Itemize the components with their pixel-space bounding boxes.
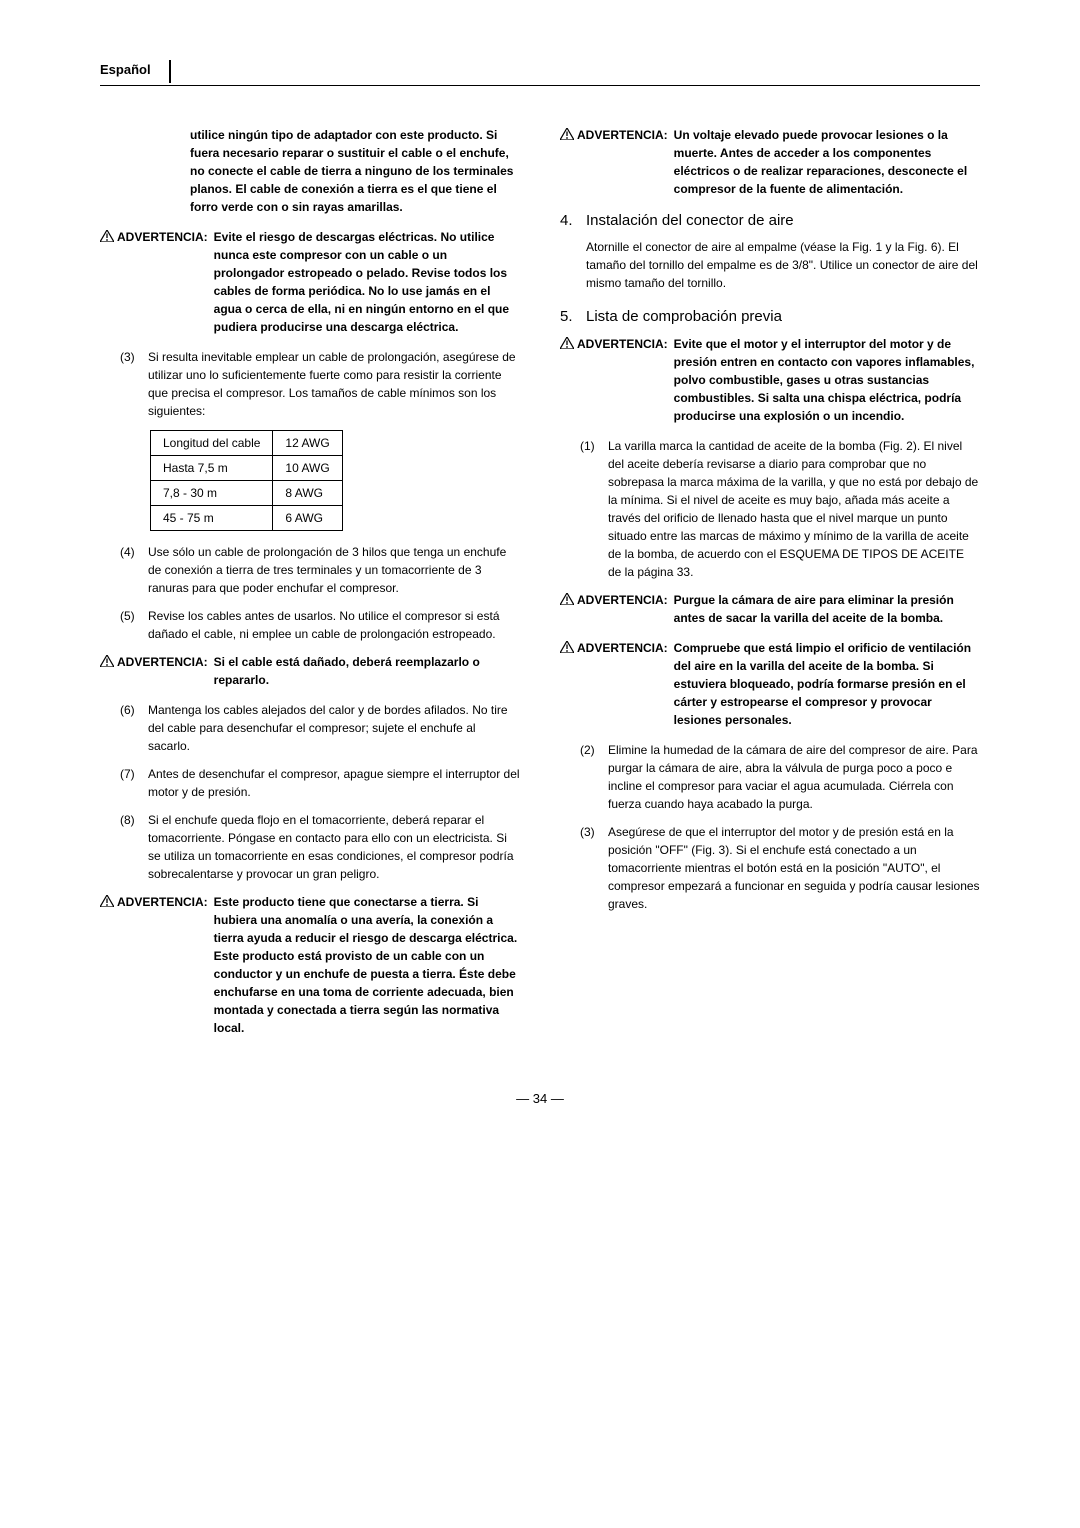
table-row: Longitud del cable12 AWG xyxy=(151,430,343,455)
item-number: (5) xyxy=(120,607,148,643)
item-number: (4) xyxy=(120,543,148,597)
warning-label: ADVERTENCIA: xyxy=(100,228,208,246)
warning-label: ADVERTENCIA: xyxy=(560,639,668,657)
header-rule xyxy=(100,85,980,86)
warning-label: ADVERTENCIA: xyxy=(560,335,668,353)
warning-label: ADVERTENCIA: xyxy=(560,591,668,609)
item-text: Elimine la humedad de la cámara de aire … xyxy=(608,741,980,813)
warning-label-text: ADVERTENCIA: xyxy=(577,641,668,655)
warning-block: ADVERTENCIA: Evite el riesgo de descarga… xyxy=(100,228,520,336)
item-text: La varilla marca la cantidad de aceite d… xyxy=(608,437,980,581)
warning-text: Purgue la cámara de aire para eliminar l… xyxy=(674,591,980,627)
item-text: Mantenga los cables alejados del calor y… xyxy=(148,701,520,755)
section-number: 5. xyxy=(560,306,586,329)
content-columns: utilice ningún tipo de adaptador con est… xyxy=(100,126,980,1049)
table-cell: 10 AWG xyxy=(273,455,342,480)
section-heading: 5. Lista de comprobación previa xyxy=(560,306,980,329)
continuation-paragraph: utilice ningún tipo de adaptador con est… xyxy=(100,126,520,216)
warning-block: ADVERTENCIA: Si el cable está dañado, de… xyxy=(100,653,520,689)
page-number: — 34 — xyxy=(100,1089,980,1109)
page-header: Español xyxy=(100,60,980,86)
item-text: Asegúrese de que el interruptor del moto… xyxy=(608,823,980,913)
item-text: Si el enchufe queda flojo en el tomacorr… xyxy=(148,811,520,883)
warning-icon xyxy=(560,337,574,349)
item-number: (2) xyxy=(580,741,608,813)
list-item: (3) Asegúrese de que el interruptor del … xyxy=(560,823,980,913)
warning-block: ADVERTENCIA: Un voltaje elevado puede pr… xyxy=(560,126,980,198)
warning-label: ADVERTENCIA: xyxy=(560,126,668,144)
item-text: Antes de desenchufar el compresor, apagu… xyxy=(148,765,520,801)
warning-block: ADVERTENCIA: Compruebe que está limpio e… xyxy=(560,639,980,729)
table-cell: 45 - 75 m xyxy=(151,505,273,530)
warning-label-text: ADVERTENCIA: xyxy=(577,128,668,142)
list-item: (3) Si resulta inevitable emplear un cab… xyxy=(100,348,520,420)
item-number: (7) xyxy=(120,765,148,801)
warning-label-text: ADVERTENCIA: xyxy=(117,895,208,909)
warning-text: Este producto tiene que conectarse a tie… xyxy=(214,893,520,1037)
section-heading: 4. Instalación del conector de aire xyxy=(560,210,980,233)
table-row: Hasta 7,5 m10 AWG xyxy=(151,455,343,480)
item-number: (8) xyxy=(120,811,148,883)
list-item: (4) Use sólo un cable de prolongación de… xyxy=(100,543,520,597)
section-title-text: Instalación del conector de aire xyxy=(586,210,794,233)
item-number: (1) xyxy=(580,437,608,581)
list-item: (2) Elimine la humedad de la cámara de a… xyxy=(560,741,980,813)
warning-text: Compruebe que está limpio el orificio de… xyxy=(674,639,980,729)
warning-text: Si el cable está dañado, deberá reemplaz… xyxy=(214,653,520,689)
item-number: (3) xyxy=(120,348,148,420)
warning-label: ADVERTENCIA: xyxy=(100,893,208,911)
warning-icon xyxy=(100,895,114,907)
warning-text: Evite que el motor y el interruptor del … xyxy=(674,335,980,425)
warning-text: Evite el riesgo de descargas eléctricas.… xyxy=(214,228,520,336)
warning-text: Un voltaje elevado puede provocar lesion… xyxy=(674,126,980,198)
language-label: Español xyxy=(100,60,171,83)
warning-label-text: ADVERTENCIA: xyxy=(577,593,668,607)
table-cell: 6 AWG xyxy=(273,505,342,530)
table-cell: 7,8 - 30 m xyxy=(151,480,273,505)
warning-label-text: ADVERTENCIA: xyxy=(577,337,668,351)
section-title-text: Lista de comprobación previa xyxy=(586,306,782,329)
warning-icon xyxy=(100,230,114,242)
list-item: (5) Revise los cables antes de usarlos. … xyxy=(100,607,520,643)
section-number: 4. xyxy=(560,210,586,233)
right-column: ADVERTENCIA: Un voltaje elevado puede pr… xyxy=(560,126,980,1049)
table-row: 45 - 75 m6 AWG xyxy=(151,505,343,530)
warning-label-text: ADVERTENCIA: xyxy=(117,230,208,244)
warning-icon xyxy=(560,128,574,140)
table-cell: Longitud del cable xyxy=(151,430,273,455)
item-number: (3) xyxy=(580,823,608,913)
table-row: 7,8 - 30 m8 AWG xyxy=(151,480,343,505)
warning-icon xyxy=(100,655,114,667)
table-cell: 8 AWG xyxy=(273,480,342,505)
warning-label: ADVERTENCIA: xyxy=(100,653,208,671)
warning-icon xyxy=(560,593,574,605)
section-body: Atornille el conector de aire al empalme… xyxy=(560,238,980,292)
table-cell: 12 AWG xyxy=(273,430,342,455)
left-column: utilice ningún tipo de adaptador con est… xyxy=(100,126,520,1049)
table-cell: Hasta 7,5 m xyxy=(151,455,273,480)
cable-table: Longitud del cable12 AWG Hasta 7,5 m10 A… xyxy=(150,430,343,531)
warning-block: ADVERTENCIA: Este producto tiene que con… xyxy=(100,893,520,1037)
warning-icon xyxy=(560,641,574,653)
warning-block: ADVERTENCIA: Purgue la cámara de aire pa… xyxy=(560,591,980,627)
list-item: (1) La varilla marca la cantidad de acei… xyxy=(560,437,980,581)
warning-block: ADVERTENCIA: Evite que el motor y el int… xyxy=(560,335,980,425)
item-text: Si resulta inevitable emplear un cable d… xyxy=(148,348,520,420)
item-text: Revise los cables antes de usarlos. No u… xyxy=(148,607,520,643)
item-text: Use sólo un cable de prolongación de 3 h… xyxy=(148,543,520,597)
list-item: (7) Antes de desenchufar el compresor, a… xyxy=(100,765,520,801)
list-item: (8) Si el enchufe queda flojo en el toma… xyxy=(100,811,520,883)
item-number: (6) xyxy=(120,701,148,755)
warning-label-text: ADVERTENCIA: xyxy=(117,655,208,669)
list-item: (6) Mantenga los cables alejados del cal… xyxy=(100,701,520,755)
